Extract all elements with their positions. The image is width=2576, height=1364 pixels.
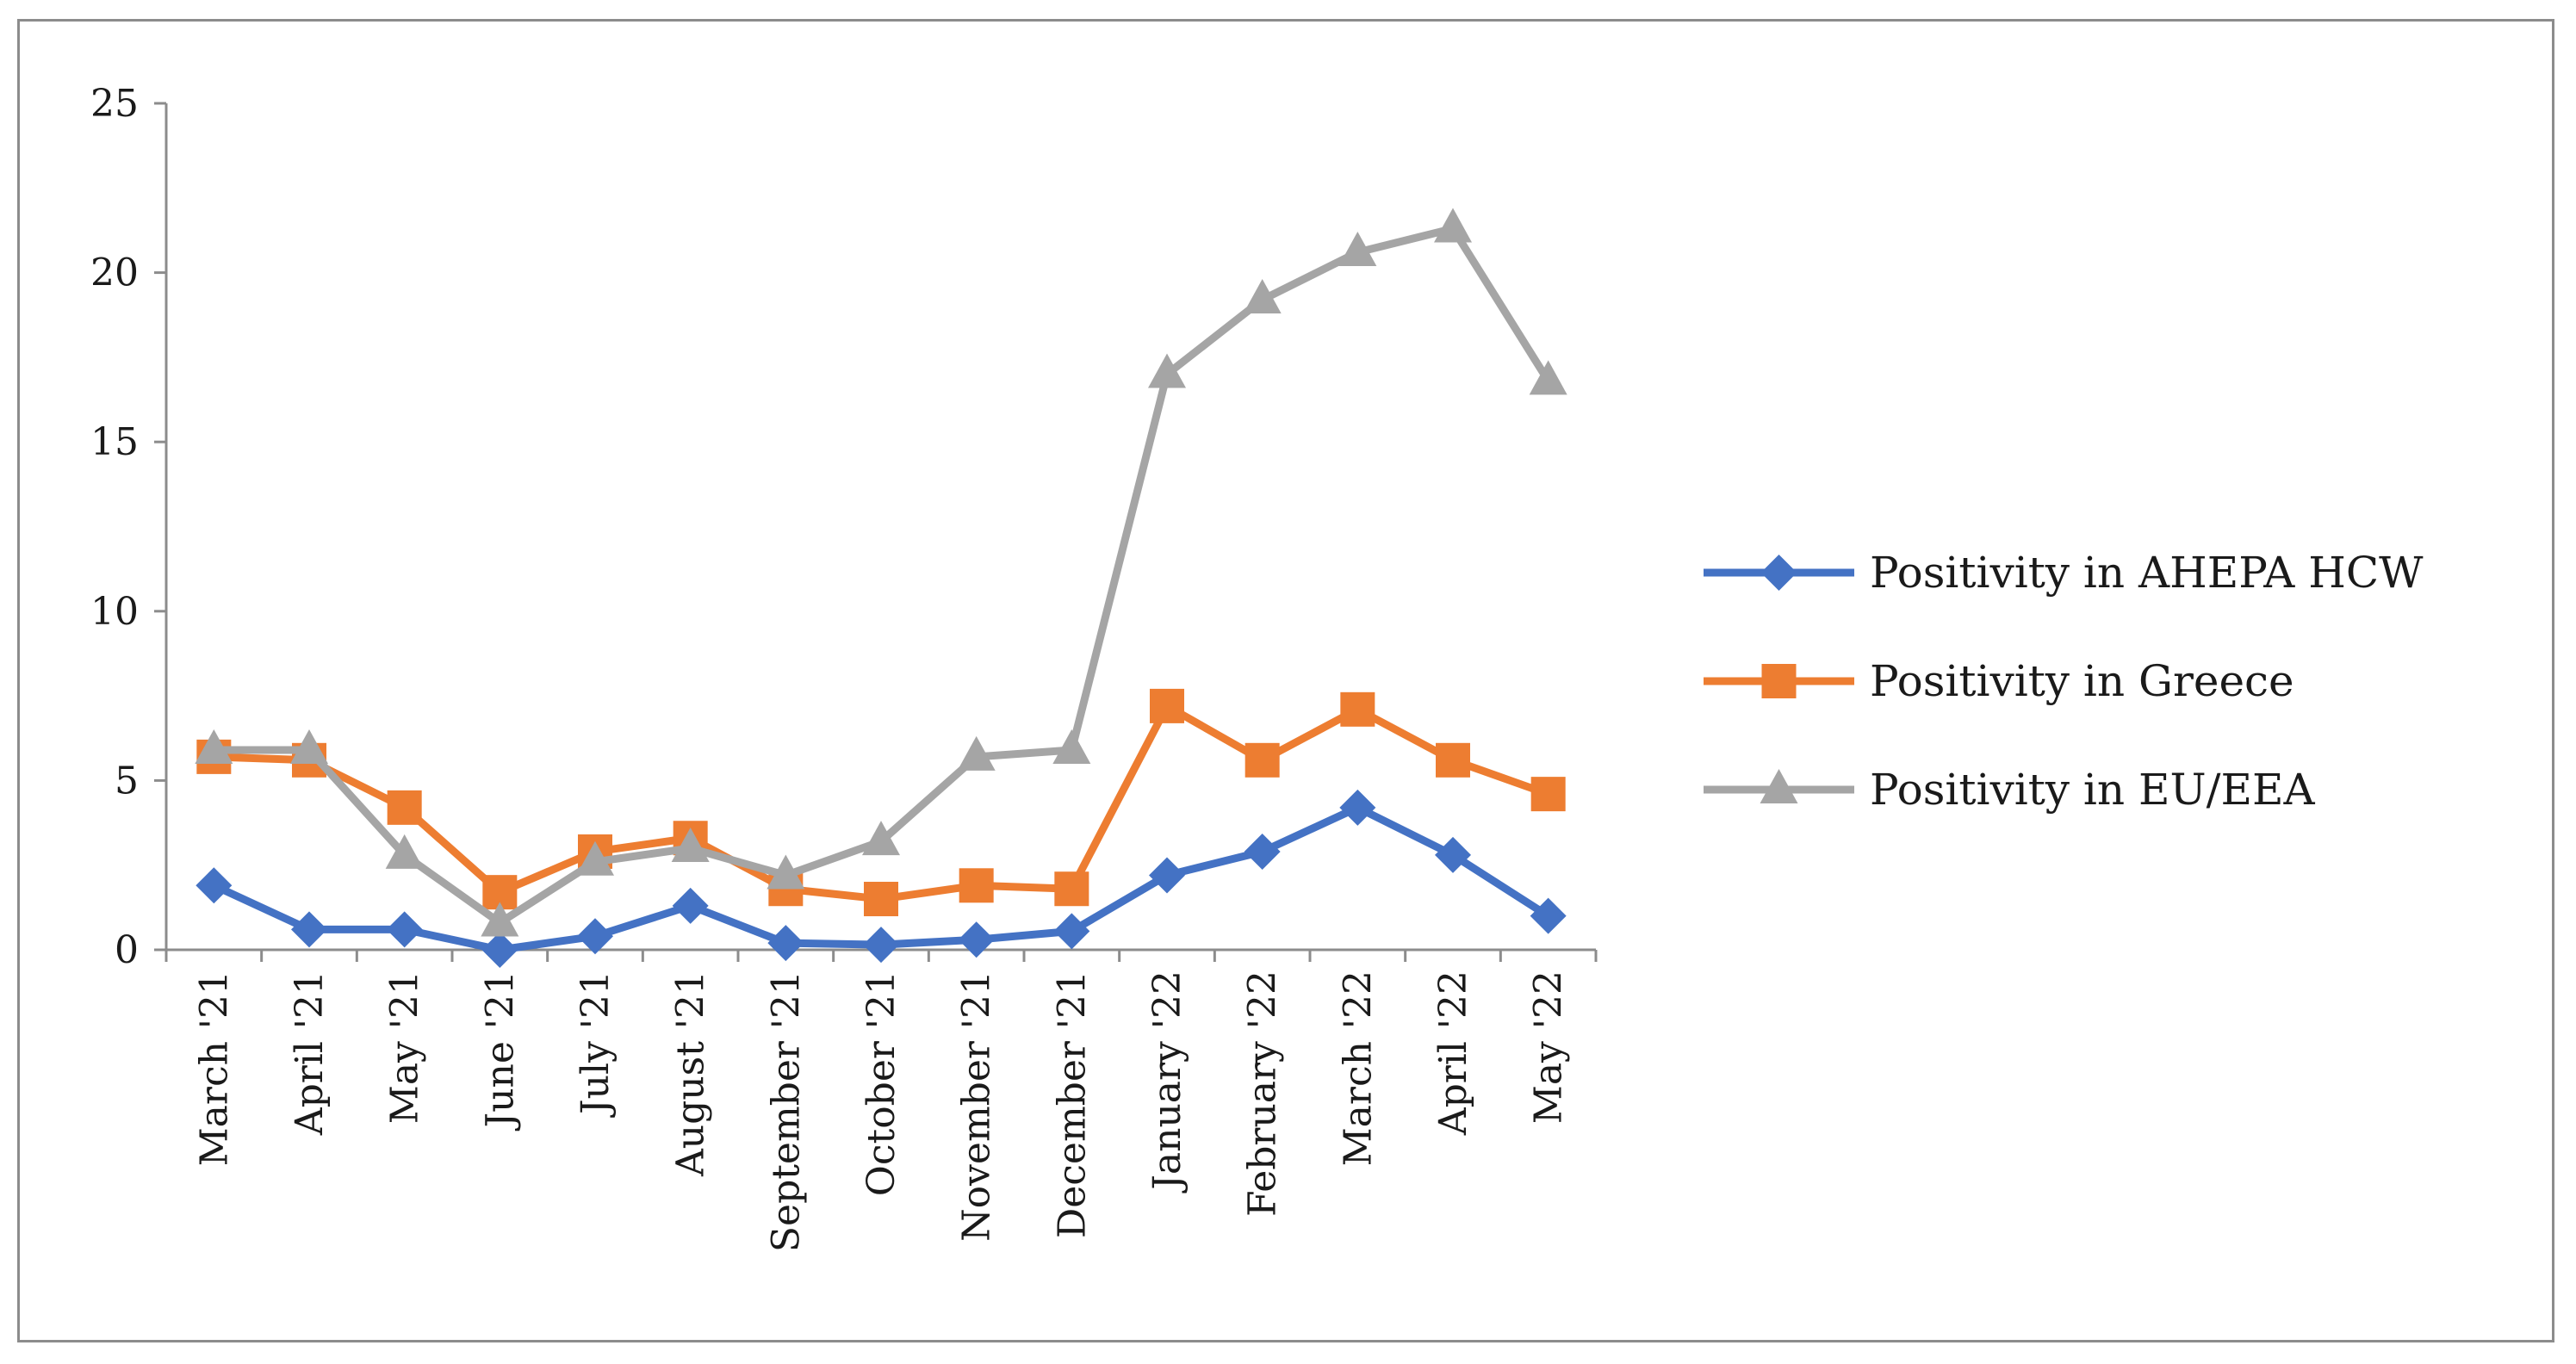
legend-marker-triangle	[1760, 769, 1798, 803]
data-point-square	[1530, 777, 1566, 812]
data-point-diamond	[1530, 897, 1567, 934]
legend-label: Positivity in EU/EEA	[1870, 765, 2315, 815]
x-tick-label: December '21	[1050, 970, 1094, 1238]
x-tick-label: November '21	[955, 970, 999, 1242]
data-point-triangle	[290, 729, 328, 765]
y-tick-label: 15	[90, 420, 139, 464]
chart-frame: 0 5 10 15 20 25 March '21 April '21 May '21 June …	[17, 19, 2554, 1342]
x-tick-label: February '22	[1241, 970, 1285, 1217]
data-point-square	[1054, 871, 1089, 907]
data-point-diamond	[1339, 789, 1376, 826]
line-chart: 0 5 10 15 20 25 March '21 April '21 May '21 June …	[90, 82, 2424, 1252]
data-point-diamond	[577, 918, 613, 955]
x-tick-label: April '21	[288, 970, 332, 1136]
legend-marker-square	[1761, 664, 1797, 698]
x-tick-label: March '21	[192, 970, 236, 1166]
data-point-square	[959, 868, 994, 903]
x-tick-label: June '21	[478, 970, 522, 1131]
legend-marker-diamond	[1760, 555, 1797, 591]
data-point-triangle	[576, 840, 614, 876]
data-point-triangle	[385, 834, 424, 869]
data-point-square	[1436, 742, 1470, 778]
data-point-diamond	[386, 911, 423, 948]
legend-item: Positivity in EU/EEA	[1704, 765, 2315, 815]
y-tick-label: 20	[90, 251, 139, 295]
legend-item: Positivity in AHEPA HCW	[1704, 548, 2424, 598]
data-point-triangle	[1052, 729, 1091, 765]
legend-item: Positivity in Greece	[1704, 656, 2294, 706]
x-tick-label: September '21	[764, 970, 808, 1252]
x-tick-label: January '22	[1145, 970, 1189, 1194]
x-tick-label: July '21	[574, 970, 618, 1118]
data-point-diamond	[481, 932, 518, 968]
data-point-triangle	[1434, 208, 1472, 243]
legend: Positivity in AHEPA HCW Positivity in Gre…	[1704, 548, 2424, 815]
x-tick-label: October '21	[860, 970, 903, 1196]
data-point-triangle	[1148, 353, 1186, 388]
y-tick-label: 0	[115, 928, 139, 972]
axes: 0 5 10 15 20 25 March '21 April '21 May '21 June …	[90, 82, 1598, 1252]
data-point-triangle	[481, 902, 519, 937]
data-point-triangle	[957, 735, 996, 771]
x-tick-label: May '21	[383, 970, 427, 1124]
series-1	[196, 789, 1567, 968]
data-point-triangle	[862, 821, 900, 856]
data-point-triangle	[1243, 279, 1282, 314]
data-point-diamond	[1149, 857, 1185, 894]
data-point-diamond	[863, 927, 899, 964]
data-point-triangle	[1338, 232, 1377, 267]
data-point-triangle	[1529, 360, 1567, 395]
x-tick-label: May '22	[1527, 970, 1571, 1124]
y-tick-label: 5	[115, 759, 139, 803]
legend-label: Positivity in AHEPA HCW	[1870, 548, 2424, 598]
y-tick-label: 25	[90, 82, 139, 126]
data-point-square	[1340, 691, 1375, 727]
data-point-diamond	[1053, 913, 1090, 950]
data-point-triangle	[671, 828, 710, 863]
data-point-diamond	[767, 925, 804, 962]
series-group	[195, 208, 1567, 968]
y-tick-label: 10	[90, 590, 139, 634]
data-point-triangle	[767, 854, 805, 890]
x-tick-label: March '22	[1336, 970, 1380, 1166]
data-point-diamond	[291, 911, 327, 948]
x-tick-label: April '22	[1431, 970, 1475, 1136]
data-point-square	[1245, 742, 1280, 778]
data-point-diamond	[1244, 833, 1281, 870]
data-point-diamond	[672, 887, 709, 924]
data-point-diamond	[196, 867, 233, 904]
series-3	[195, 208, 1567, 937]
x-tick-label: August '21	[669, 970, 713, 1177]
data-point-triangle	[195, 729, 233, 765]
series-2	[196, 688, 1566, 917]
data-point-square	[387, 790, 422, 825]
data-point-diamond	[1435, 836, 1471, 873]
legend-label: Positivity in Greece	[1870, 656, 2294, 706]
data-point-square	[1150, 688, 1184, 723]
data-point-square	[864, 882, 898, 917]
data-point-diamond	[958, 921, 995, 958]
